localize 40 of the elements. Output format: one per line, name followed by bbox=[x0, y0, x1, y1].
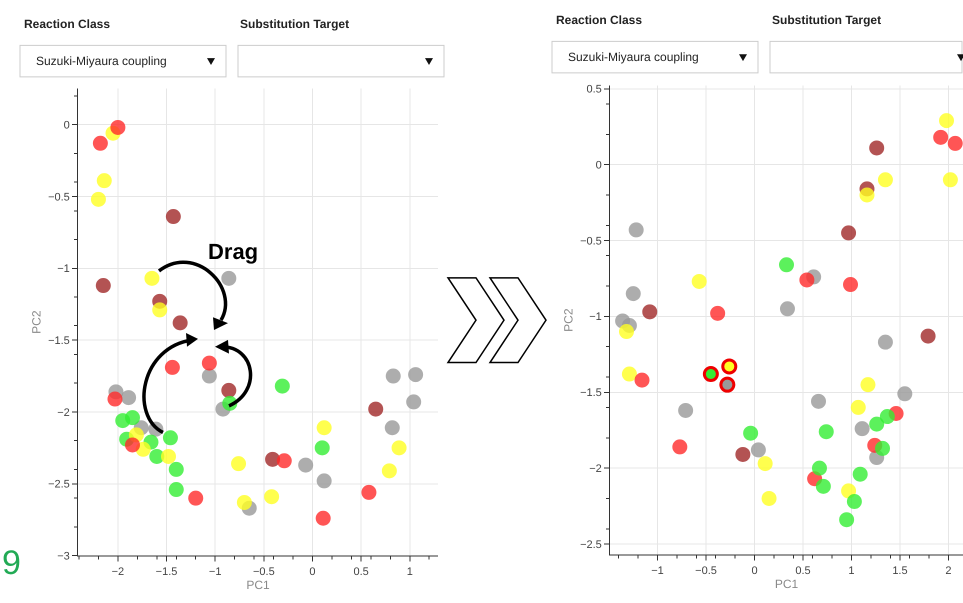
x-tick-label: 1 bbox=[848, 564, 855, 577]
x-tick-label: −1 bbox=[651, 564, 664, 577]
y-tick-label: −1.5 bbox=[580, 387, 602, 400]
x-tick-label: 2 bbox=[945, 564, 952, 577]
y-tick-label: −2.5 bbox=[580, 538, 602, 551]
y-tick-label: −0.5 bbox=[48, 191, 70, 204]
annotation: Drag bbox=[208, 239, 258, 264]
x-tick-label: −0.5 bbox=[695, 564, 717, 577]
y-tick-label: 0 bbox=[596, 159, 602, 172]
y-axis-title: PC2 bbox=[29, 310, 44, 334]
text: Substitution Target bbox=[240, 17, 350, 31]
y-tick-label: 0 bbox=[64, 119, 70, 132]
x-tick-label: 0 bbox=[309, 566, 316, 578]
y-axis-title: PC2 bbox=[561, 308, 576, 332]
x-tick-label: −0.5 bbox=[252, 566, 275, 578]
x-tick-label: −1 bbox=[208, 566, 222, 578]
x-tick-label: 0.5 bbox=[795, 564, 811, 577]
x-tick-label: 0 bbox=[751, 564, 758, 577]
x-tick-label: 0.5 bbox=[353, 566, 369, 578]
x-tick-label: −2 bbox=[112, 566, 124, 578]
y-tick-label: −1 bbox=[57, 263, 70, 276]
y-tick-label: −2.5 bbox=[48, 478, 70, 491]
text: Suzuki-Miyaura coupling bbox=[568, 50, 699, 64]
x-axis-title: PC1 bbox=[246, 578, 270, 592]
x-axis-title: PC1 bbox=[774, 576, 798, 591]
y-tick-label: −0.5 bbox=[580, 235, 602, 248]
y-tick-label: −1.5 bbox=[48, 334, 70, 347]
text: Substitution Target bbox=[772, 13, 882, 27]
x-tick-label: 1.5 bbox=[892, 564, 908, 577]
y-tick-label: 0.5 bbox=[586, 84, 602, 96]
x-tick-label: −1.5 bbox=[156, 566, 178, 578]
text: 9 bbox=[2, 544, 21, 582]
text: Reaction Class bbox=[24, 17, 110, 31]
y-tick-label: −3 bbox=[57, 550, 70, 562]
text: Suzuki-Miyaura coupling bbox=[36, 54, 167, 68]
y-tick-label: −1 bbox=[589, 311, 602, 324]
y-tick-label: −2 bbox=[589, 462, 602, 475]
y-tick-label: −2 bbox=[57, 406, 70, 419]
x-tick-label: 1 bbox=[406, 566, 413, 578]
text: Reaction Class bbox=[556, 13, 642, 27]
